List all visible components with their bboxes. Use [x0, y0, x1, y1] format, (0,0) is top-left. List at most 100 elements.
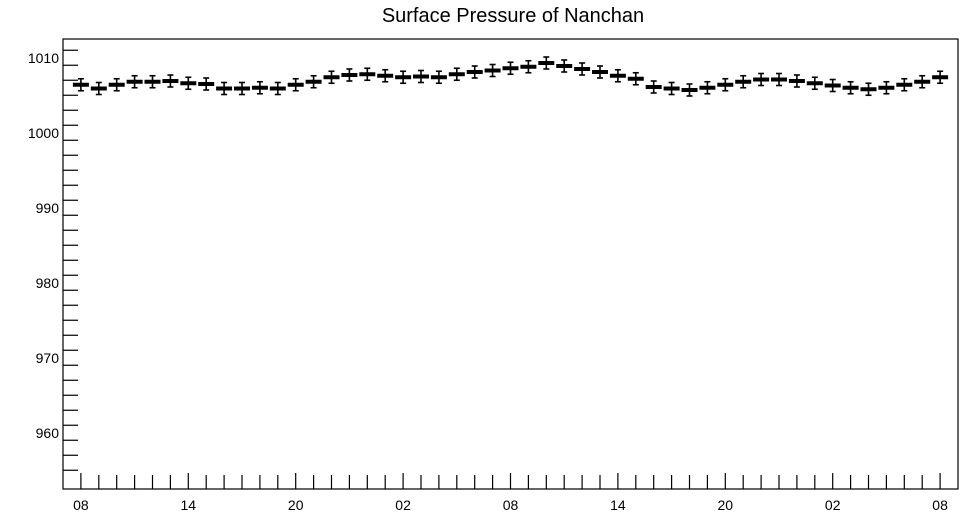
point-marker — [914, 79, 931, 84]
data-point — [395, 70, 412, 85]
x-tick-label: 14 — [181, 497, 197, 513]
point-marker — [502, 66, 519, 71]
x-tick-label: 14 — [610, 497, 626, 513]
data-point — [932, 70, 949, 85]
data-point — [788, 74, 805, 88]
data-point — [609, 68, 626, 83]
data-point — [484, 63, 501, 78]
data-point — [538, 56, 555, 70]
data-point — [234, 81, 250, 96]
point-marker — [556, 64, 573, 68]
data-point — [896, 77, 913, 92]
data-point — [699, 80, 716, 95]
data-point — [341, 68, 358, 82]
data-point — [144, 74, 161, 89]
data-point — [735, 74, 752, 89]
point-marker — [72, 82, 89, 87]
point-marker — [359, 72, 376, 77]
data-point — [430, 70, 447, 85]
point-marker — [699, 85, 716, 90]
data-point — [359, 67, 376, 82]
point-marker — [860, 87, 877, 92]
data-point — [466, 65, 483, 79]
point-marker — [413, 74, 429, 79]
plot-frame — [62, 38, 959, 490]
point-marker — [878, 85, 895, 90]
data-point — [90, 81, 107, 96]
point-marker — [663, 86, 680, 91]
data-point — [663, 81, 680, 96]
x-tick-label: 02 — [395, 497, 411, 513]
data-point — [72, 77, 89, 92]
data-point — [305, 74, 322, 89]
point-marker — [466, 70, 483, 74]
y-tick-label: 960 — [36, 425, 60, 441]
data-point — [592, 65, 608, 79]
data-point — [824, 78, 841, 93]
data-points — [72, 56, 949, 97]
point-marker — [323, 75, 340, 80]
chart-title: Surface Pressure of Nanchan — [382, 5, 644, 27]
point-marker — [574, 67, 591, 71]
point-marker — [806, 81, 823, 86]
data-point — [287, 77, 304, 92]
data-point — [216, 81, 233, 96]
point-marker — [108, 82, 125, 87]
point-marker — [448, 72, 465, 77]
point-marker — [251, 85, 268, 90]
point-marker — [896, 82, 913, 87]
data-point — [860, 82, 877, 97]
point-marker — [144, 79, 161, 84]
data-point — [126, 74, 143, 89]
data-point — [323, 70, 340, 85]
data-point — [878, 80, 895, 95]
point-marker — [842, 85, 859, 90]
data-point — [717, 77, 734, 92]
data-point — [502, 61, 519, 76]
point-marker — [341, 73, 358, 77]
x-tick-label: 20 — [718, 497, 734, 513]
axes: 960 970 980 990 1000 1010 08 14 20 02 08 14 20 02 08 — [28, 38, 959, 513]
point-marker — [520, 64, 537, 69]
point-marker — [645, 85, 662, 89]
data-point — [627, 71, 644, 86]
point-marker — [932, 75, 949, 80]
point-marker — [592, 70, 608, 74]
data-point — [753, 72, 770, 87]
data-point — [645, 80, 662, 94]
data-point — [162, 74, 179, 88]
point-marker — [430, 75, 447, 80]
x-tick-label: 08 — [932, 497, 948, 513]
point-marker — [538, 61, 555, 65]
data-point — [198, 77, 215, 91]
x-tick-label: 20 — [288, 497, 304, 513]
point-marker — [305, 79, 322, 84]
data-point — [556, 59, 573, 73]
point-marker — [234, 86, 250, 91]
data-point — [448, 67, 465, 82]
point-marker — [198, 82, 215, 86]
point-marker — [753, 77, 770, 82]
x-tick-label: 02 — [825, 497, 841, 513]
data-point — [771, 72, 787, 87]
point-marker — [126, 79, 143, 84]
y-tick-label: 970 — [36, 350, 60, 366]
point-marker — [216, 86, 233, 91]
point-marker — [717, 82, 734, 87]
data-point — [806, 76, 823, 91]
data-point — [681, 83, 698, 97]
point-marker — [609, 73, 626, 78]
point-marker — [287, 82, 304, 87]
point-marker — [162, 79, 179, 83]
data-point — [180, 76, 197, 91]
point-marker — [735, 79, 752, 84]
y-tick-label: 990 — [36, 200, 60, 216]
y-tick-label: 980 — [36, 275, 60, 291]
data-point — [269, 81, 286, 96]
point-marker — [627, 76, 644, 81]
data-point — [574, 62, 591, 76]
point-marker — [90, 86, 107, 91]
data-point — [520, 59, 537, 74]
y-tick-label: 1000 — [28, 125, 59, 141]
data-point — [842, 80, 859, 95]
